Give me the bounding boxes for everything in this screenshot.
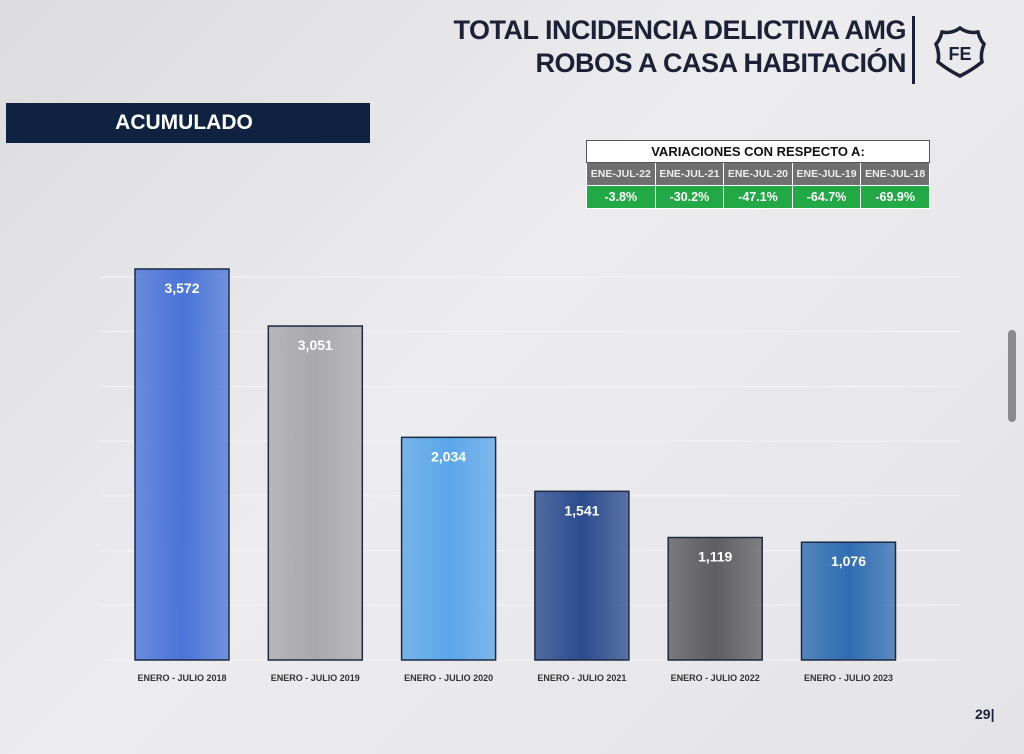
variation-value: -47.1% [723, 185, 793, 209]
svg-text:FE: FE [948, 44, 971, 64]
variation-column: ENE-JUL-19 [791, 162, 862, 186]
variation-column: ENE-JUL-21 [654, 162, 725, 186]
category-label: ENERO - JULIO 2019 [271, 673, 360, 683]
bar [134, 268, 230, 661]
section-label: ACUMULADO [6, 103, 370, 143]
title-line-2: ROBOS A CASA HABITACIÓN [535, 48, 907, 78]
category-label: ENERO - JULIO 2022 [671, 673, 760, 683]
scrollbar[interactable] [1008, 330, 1016, 422]
bar [267, 325, 364, 661]
variation-column: ENE-JUL-22 [586, 162, 656, 186]
variation-value: -3.8% [586, 185, 656, 209]
category-label: ENERO - JULIO 2021 [537, 673, 626, 683]
bar [800, 541, 897, 661]
variation-value: -69.9% [860, 185, 930, 209]
variation-column: ENE-JUL-18 [860, 162, 930, 186]
title-divider [912, 16, 915, 84]
variation-value: -30.2% [654, 185, 725, 209]
data-label: 1,541 [564, 502, 599, 518]
category-label: ENERO - JULIO 2018 [137, 673, 226, 683]
data-label: 3,051 [298, 337, 333, 353]
data-label: 1,119 [698, 549, 732, 565]
bar [400, 436, 497, 661]
page-title: TOTAL INCIDENCIA DELICTIVA AMG ROBOS A C… [454, 14, 907, 80]
page-number-text: 29 [975, 706, 991, 722]
page-number: 29| [975, 706, 995, 722]
variation-value: -64.7% [791, 185, 862, 209]
bar [667, 536, 763, 661]
data-label: 2,034 [431, 448, 466, 464]
title-line-1: TOTAL INCIDENCIA DELICTIVA AMG [453, 15, 907, 45]
shield-logo-icon: FE [933, 25, 987, 78]
variations-title: VARIACIONES CON RESPECTO A: [586, 140, 930, 163]
category-label: ENERO - JULIO 2023 [804, 673, 893, 683]
data-label: 1,076 [831, 553, 866, 569]
data-label: 3,572 [164, 280, 199, 296]
category-label: ENERO - JULIO 2020 [404, 673, 493, 683]
variations-table: VARIACIONES CON RESPECTO A: ENE-JUL-22 E… [586, 140, 930, 209]
bar [534, 490, 630, 661]
